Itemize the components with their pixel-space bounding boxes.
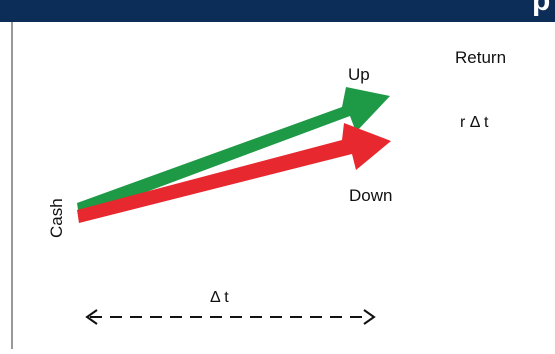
time-arrow-left-head [85, 309, 98, 325]
header-background [0, 0, 555, 22]
header-title-fragment: p [532, 0, 550, 17]
down-arrow-icon [77, 123, 391, 223]
cash-label: Cash [47, 198, 66, 238]
up-arrow-icon [77, 87, 390, 217]
header-bar: p [0, 0, 555, 22]
return-value: r Δ t [460, 114, 489, 131]
time-arrow-right-head [363, 309, 376, 325]
down-label: Down [349, 186, 392, 205]
up-label: Up [348, 65, 370, 84]
time-interval-label: Δ t [210, 289, 229, 306]
return-heading: Return [455, 48, 506, 67]
time-arrow-icon [85, 309, 376, 325]
